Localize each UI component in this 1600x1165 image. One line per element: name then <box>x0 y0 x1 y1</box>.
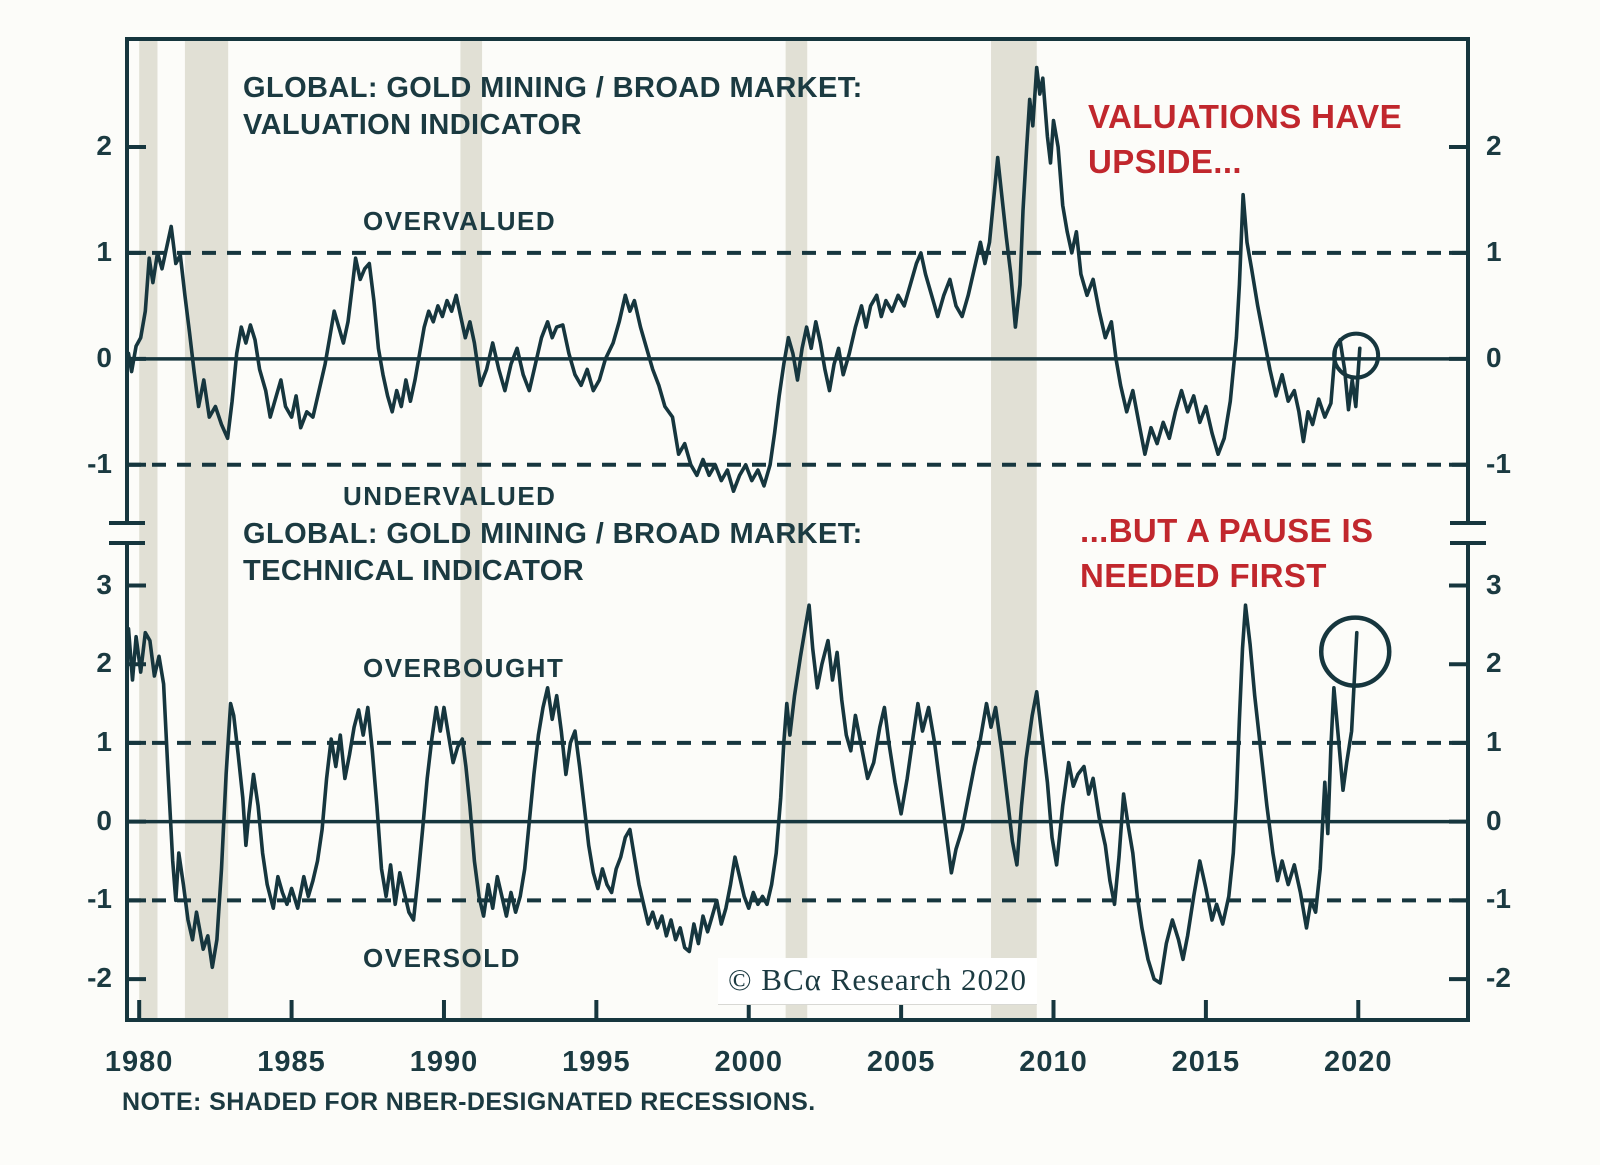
copyright-text: © BCα Research 2020 <box>718 958 1037 1005</box>
y-axis-label-right: 2 <box>1486 647 1502 679</box>
note-text: NOTE: SHADED FOR NBER-DESIGNATED RECESSI… <box>122 1088 816 1116</box>
y-axis-label-right: -1 <box>1486 447 1511 479</box>
x-axis-label-1990: 1990 <box>409 1046 479 1078</box>
x-axis-label-2020: 2020 <box>1324 1046 1393 1078</box>
y-axis-label-left: -1 <box>87 447 112 479</box>
oversold-label: OVERSOLD <box>363 943 521 973</box>
x-axis-label-2010: 2010 <box>1019 1046 1088 1078</box>
bottom-highlight-circle <box>1318 615 1392 688</box>
top-annotation-line1: VALUATIONS HAVE <box>1088 98 1403 135</box>
y-axis-label-left: -1 <box>87 883 112 915</box>
x-axis-label-1980: 1980 <box>104 1046 174 1078</box>
x-axis-label-1995: 1995 <box>562 1046 631 1078</box>
y-axis-label-left: 3 <box>96 568 112 600</box>
y-axis-label-right: 0 <box>1486 804 1502 836</box>
y-axis-label-right: 1 <box>1486 235 1502 267</box>
top-series-path <box>126 65 1362 493</box>
top-panel-title-line2: VALUATION INDICATOR <box>243 109 582 141</box>
y-axis-label-left: 2 <box>96 130 112 162</box>
top-panel-title: GLOBAL: GOLD MINING / BROAD MARKET: VALU… <box>243 70 863 144</box>
recession-band-4 <box>991 41 1037 1018</box>
y-axis-label-left: 0 <box>96 341 112 373</box>
bottom-annotation-line2: NEEDED FIRST <box>1080 557 1327 594</box>
y-axis-label-right: 1 <box>1486 725 1502 757</box>
recession-band-0 <box>139 41 158 1018</box>
bottom-panel-title: GLOBAL: GOLD MINING / BROAD MARKET: TECH… <box>243 516 863 590</box>
recession-band-3 <box>785 41 808 1018</box>
bottom-panel-title-line2: TECHNICAL INDICATOR <box>243 555 585 587</box>
y-axis-label-right: 2 <box>1486 130 1502 162</box>
top-highlight-circle <box>1332 331 1381 380</box>
overvalued-label: OVERVALUED <box>363 206 557 236</box>
bottom-panel-title-line1: GLOBAL: GOLD MINING / BROAD MARKET: <box>243 518 863 550</box>
x-axis-label-2015: 2015 <box>1171 1046 1241 1078</box>
y-axis-label-left: 1 <box>96 725 112 757</box>
overbought-label: OVERBOUGHT <box>363 653 565 683</box>
y-axis-label-left: 0 <box>96 804 112 836</box>
top-annotation-line2: UPSIDE... <box>1088 143 1242 180</box>
y-axis-label-right: -1 <box>1486 883 1511 915</box>
x-axis-label-2000: 2000 <box>714 1046 783 1078</box>
x-axis-label-1985: 1985 <box>257 1046 326 1078</box>
y-axis-label-right: 3 <box>1486 568 1502 600</box>
top-annotation: VALUATIONS HAVE UPSIDE... <box>1088 94 1402 184</box>
top-panel-title-line1: GLOBAL: GOLD MINING / BROAD MARKET: <box>243 72 863 104</box>
y-axis-label-left: 1 <box>96 235 112 267</box>
y-axis-label-left: -2 <box>87 962 112 994</box>
undervalued-label: UNDERVALUED <box>343 481 557 511</box>
bottom-annotation-line1: ...BUT A PAUSE IS <box>1080 512 1374 549</box>
x-axis-label-2005: 2005 <box>866 1046 936 1078</box>
bottom-annotation: ...BUT A PAUSE IS NEEDED FIRST <box>1080 508 1373 598</box>
y-axis-label-left: 2 <box>96 647 112 679</box>
y-axis-label-right: 0 <box>1486 341 1502 373</box>
y-axis-label-right: -2 <box>1486 962 1511 994</box>
bottom-series-path <box>126 603 1359 985</box>
